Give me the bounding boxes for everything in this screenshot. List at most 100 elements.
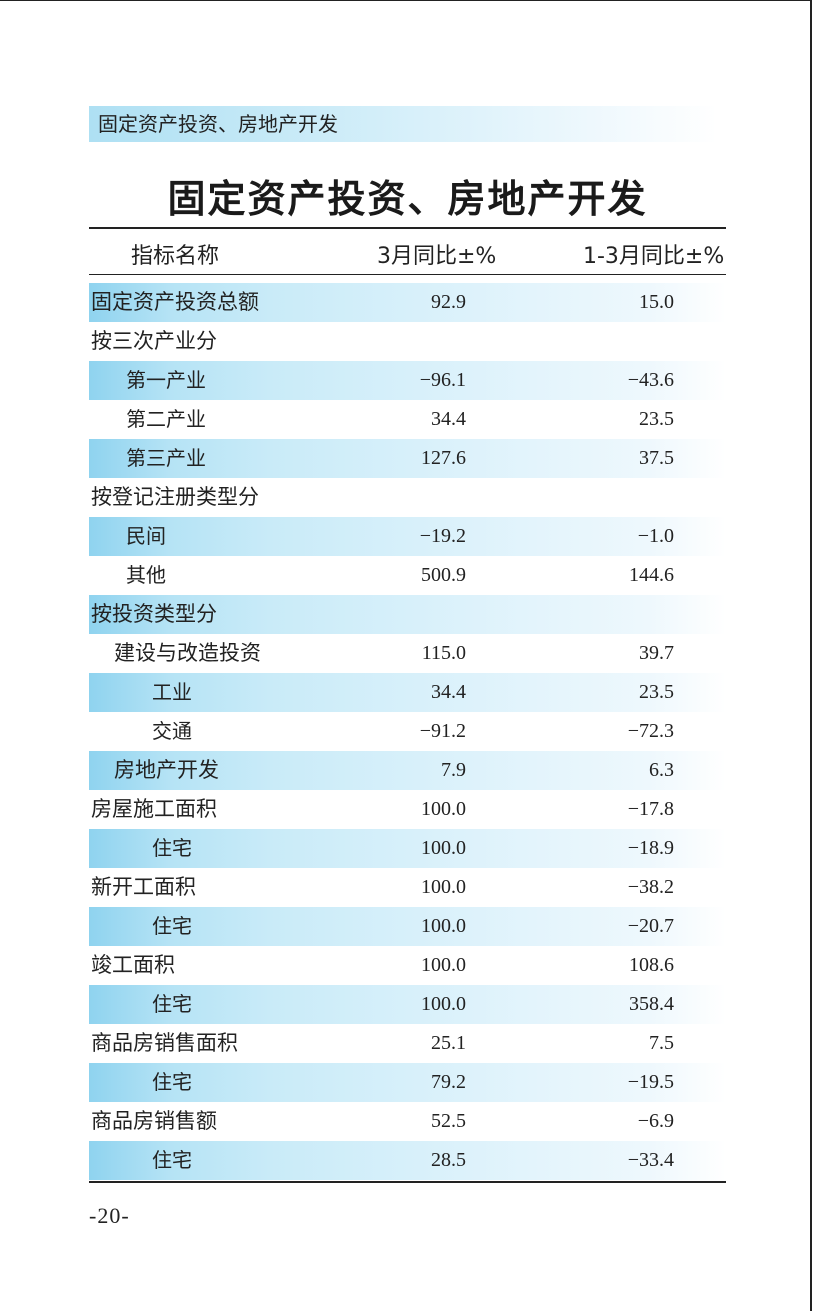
value-march-yoy: 92.9 bbox=[431, 291, 466, 313]
top-border bbox=[0, 0, 812, 1]
table-row: 第一产业 −96.1 −43.6 bbox=[89, 361, 726, 400]
row-label: 交通 bbox=[152, 719, 192, 743]
table-row: 竣工面积 100.0 108.6 bbox=[89, 946, 726, 985]
table-row: 按投资类型分 bbox=[89, 595, 726, 634]
row-label: 住宅 bbox=[152, 836, 192, 860]
table-row: 其他 500.9 144.6 bbox=[89, 556, 726, 595]
row-label: 其他 bbox=[126, 563, 166, 587]
row-label: 房屋施工面积 bbox=[91, 797, 217, 821]
value-q1-yoy: −38.2 bbox=[627, 876, 674, 898]
table-row: 商品房销售额 52.5 −6.9 bbox=[89, 1102, 726, 1141]
value-march-yoy: 100.0 bbox=[421, 876, 466, 898]
value-q1-yoy: 108.6 bbox=[629, 954, 674, 976]
row-label: 建设与改造投资 bbox=[114, 641, 261, 665]
value-march-yoy: 100.0 bbox=[421, 915, 466, 937]
table-row: 建设与改造投资 115.0 39.7 bbox=[89, 634, 726, 673]
right-border bbox=[810, 0, 812, 1311]
row-label: 按投资类型分 bbox=[91, 602, 217, 626]
value-q1-yoy: 7.5 bbox=[649, 1032, 674, 1054]
value-march-yoy: −19.2 bbox=[419, 525, 466, 547]
row-label: 固定资产投资总额 bbox=[91, 290, 259, 314]
value-q1-yoy: −1.0 bbox=[637, 525, 674, 547]
table-top-rule bbox=[89, 227, 726, 229]
table-row: 房地产开发 7.9 6.3 bbox=[89, 751, 726, 790]
value-march-yoy: 100.0 bbox=[421, 993, 466, 1015]
row-label: 第二产业 bbox=[126, 407, 206, 431]
table-row: 商品房销售面积 25.1 7.5 bbox=[89, 1024, 726, 1063]
value-q1-yoy: 23.5 bbox=[639, 681, 674, 703]
table-row: 工业 34.4 23.5 bbox=[89, 673, 726, 712]
row-label: 新开工面积 bbox=[91, 875, 196, 899]
page-title: 固定资产投资、房地产开发 bbox=[167, 176, 648, 221]
row-label: 商品房销售额 bbox=[91, 1109, 217, 1133]
header-indicator-name: 指标名称 bbox=[131, 244, 220, 269]
value-q1-yoy: −17.8 bbox=[627, 798, 674, 820]
value-march-yoy: 500.9 bbox=[421, 564, 466, 586]
value-march-yoy: −91.2 bbox=[419, 720, 466, 742]
row-label: 住宅 bbox=[152, 992, 192, 1016]
value-march-yoy: 115.0 bbox=[421, 642, 466, 664]
value-q1-yoy: −33.4 bbox=[627, 1149, 674, 1171]
row-label: 住宅 bbox=[152, 1070, 192, 1094]
table-header-rule bbox=[89, 274, 726, 275]
value-march-yoy: 100.0 bbox=[421, 798, 466, 820]
row-label: 第一产业 bbox=[126, 368, 206, 392]
value-march-yoy: 7.9 bbox=[441, 759, 466, 781]
value-march-yoy: 28.5 bbox=[431, 1149, 466, 1171]
table-row: 第二产业 34.4 23.5 bbox=[89, 400, 726, 439]
value-q1-yoy: −19.5 bbox=[627, 1071, 674, 1093]
table-row: 第三产业 127.6 37.5 bbox=[89, 439, 726, 478]
table-row: 住宅 100.0 −18.9 bbox=[89, 829, 726, 868]
table-bottom-rule bbox=[89, 1181, 726, 1183]
header-q1-yoy: 1-3月同比±% bbox=[583, 244, 725, 269]
table-row: 民间 −19.2 −1.0 bbox=[89, 517, 726, 556]
table-row: 住宅 100.0 −20.7 bbox=[89, 907, 726, 946]
table-row: 按三次产业分 bbox=[89, 322, 726, 361]
row-label: 第三产业 bbox=[126, 446, 206, 470]
value-q1-yoy: 23.5 bbox=[639, 408, 674, 430]
table-row: 交通 −91.2 −72.3 bbox=[89, 712, 726, 751]
row-label: 住宅 bbox=[152, 914, 192, 938]
table-row: 房屋施工面积 100.0 −17.8 bbox=[89, 790, 726, 829]
table-row: 住宅 79.2 −19.5 bbox=[89, 1063, 726, 1102]
page-number: -20- bbox=[89, 1203, 130, 1228]
value-march-yoy: 100.0 bbox=[421, 837, 466, 859]
row-label: 房地产开发 bbox=[114, 758, 219, 782]
value-q1-yoy: −6.9 bbox=[637, 1110, 674, 1132]
row-label: 商品房销售面积 bbox=[91, 1031, 238, 1055]
value-q1-yoy: −20.7 bbox=[627, 915, 674, 937]
value-march-yoy: 34.4 bbox=[431, 681, 466, 703]
value-q1-yoy: 358.4 bbox=[629, 993, 674, 1015]
value-q1-yoy: 15.0 bbox=[639, 291, 674, 313]
table-row: 住宅 28.5 −33.4 bbox=[89, 1141, 726, 1180]
table-row: 住宅 100.0 358.4 bbox=[89, 985, 726, 1024]
table-row: 按登记注册类型分 bbox=[89, 478, 726, 517]
value-march-yoy: −96.1 bbox=[419, 369, 466, 391]
value-march-yoy: 52.5 bbox=[431, 1110, 466, 1132]
table-row: 新开工面积 100.0 −38.2 bbox=[89, 868, 726, 907]
value-q1-yoy: 39.7 bbox=[639, 642, 674, 664]
value-q1-yoy: −18.9 bbox=[627, 837, 674, 859]
table-row: 固定资产投资总额 92.9 15.0 bbox=[89, 283, 726, 322]
row-label: 按三次产业分 bbox=[91, 329, 217, 353]
row-label: 按登记注册类型分 bbox=[91, 485, 259, 509]
row-label: 民间 bbox=[126, 524, 166, 548]
row-label: 竣工面积 bbox=[91, 953, 175, 977]
row-label: 工业 bbox=[152, 680, 192, 704]
table-body: 固定资产投资总额 92.9 15.0 按三次产业分第一产业 −96.1 −43.6 第二产业… bbox=[89, 283, 726, 1180]
table-header: 指标名称 3月同比±% 1-3月同比±% bbox=[89, 230, 726, 273]
value-q1-yoy: 6.3 bbox=[649, 759, 674, 781]
value-q1-yoy: −43.6 bbox=[627, 369, 674, 391]
value-march-yoy: 34.4 bbox=[431, 408, 466, 430]
value-march-yoy: 79.2 bbox=[431, 1071, 466, 1093]
row-label: 住宅 bbox=[152, 1148, 192, 1172]
value-march-yoy: 127.6 bbox=[421, 447, 466, 469]
value-q1-yoy: 37.5 bbox=[639, 447, 674, 469]
section-tag: 固定资产投资、房地产开发 bbox=[89, 106, 717, 142]
value-q1-yoy: −72.3 bbox=[627, 720, 674, 742]
value-q1-yoy: 144.6 bbox=[629, 564, 674, 586]
value-march-yoy: 100.0 bbox=[421, 954, 466, 976]
header-march-yoy: 3月同比±% bbox=[377, 244, 497, 269]
value-march-yoy: 25.1 bbox=[431, 1032, 466, 1054]
